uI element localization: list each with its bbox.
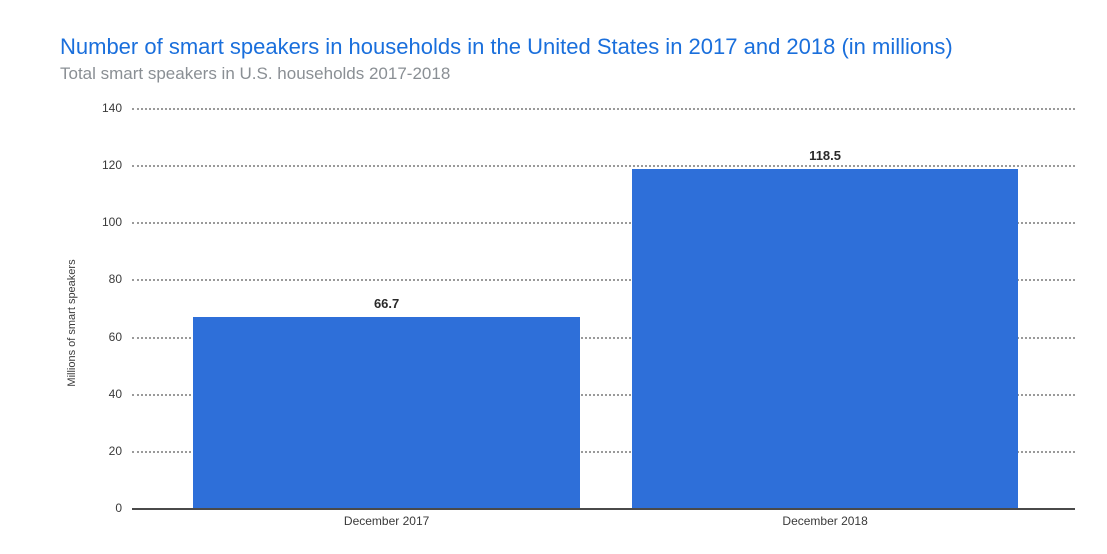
y-tick-label: 100 — [102, 215, 122, 229]
plot-area: 02040608010012014066.7December 2017118.5… — [132, 108, 1075, 508]
chart-subtitle: Total smart speakers in U.S. households … — [60, 64, 450, 84]
bar-chart: Millions of smart speakers 0204060801001… — [60, 108, 1075, 538]
x-tick-label: December 2017 — [344, 514, 429, 528]
y-tick-label: 40 — [109, 387, 122, 401]
y-tick-label: 60 — [109, 330, 122, 344]
chart-title: Number of smart speakers in households i… — [60, 34, 953, 60]
y-tick-label: 0 — [115, 501, 122, 515]
x-tick-label: December 2018 — [782, 514, 867, 528]
bar: 66.7 — [193, 317, 580, 508]
y-axis-label: Millions of smart speakers — [66, 259, 78, 386]
chart-container: Number of smart speakers in households i… — [0, 0, 1107, 554]
y-tick-label: 140 — [102, 101, 122, 115]
bar: 118.5 — [632, 169, 1019, 508]
y-tick-label: 80 — [109, 272, 122, 286]
grid-line — [132, 165, 1075, 167]
y-tick-label: 20 — [109, 444, 122, 458]
bar-value-label: 66.7 — [374, 296, 399, 311]
y-tick-label: 120 — [102, 158, 122, 172]
bar-value-label: 118.5 — [809, 148, 841, 163]
axis-baseline — [132, 508, 1075, 510]
grid-line — [132, 108, 1075, 110]
